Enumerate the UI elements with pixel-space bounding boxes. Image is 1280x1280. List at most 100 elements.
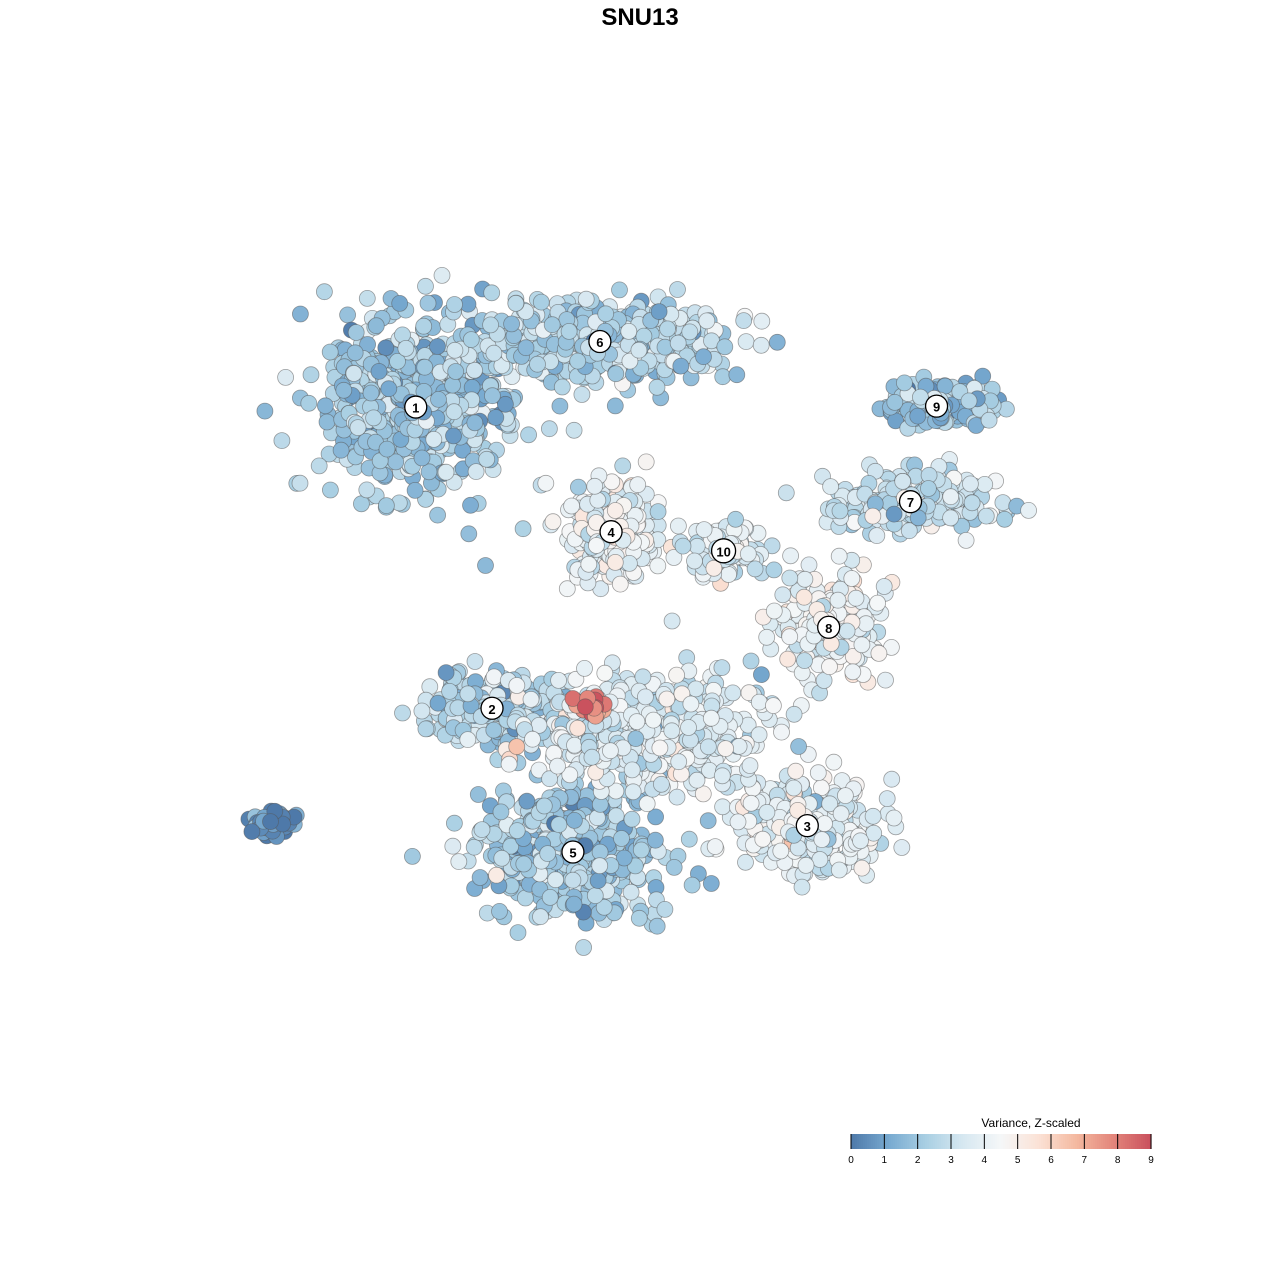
legend-colorbar: [851, 1134, 1152, 1149]
cell-point: [537, 474, 555, 492]
cell-point: [553, 378, 571, 396]
cell-point: [790, 738, 807, 755]
cell-point: [589, 872, 607, 889]
cell-point: [485, 721, 503, 739]
cell-point: [487, 409, 505, 426]
cell-point: [419, 294, 437, 312]
cell-point: [777, 484, 795, 502]
cell-point: [358, 481, 376, 499]
cell-point: [508, 738, 526, 755]
cell-point: [503, 315, 521, 333]
cell-point: [765, 561, 783, 579]
cell-point: [496, 395, 514, 413]
cell-point: [649, 503, 667, 521]
cell-point: [471, 869, 489, 886]
cell-point: [669, 334, 687, 352]
cell-point: [607, 365, 625, 383]
cell-point: [482, 316, 500, 334]
cell-point: [629, 476, 647, 494]
cell-point: [321, 481, 339, 499]
cell-point: [532, 908, 549, 926]
cell-point: [942, 509, 959, 527]
cell-point: [627, 730, 645, 747]
cluster-label-3: 3: [795, 813, 819, 838]
cell-point: [550, 816, 568, 833]
cell-point: [735, 312, 753, 330]
cluster-label-10: 10: [710, 538, 737, 564]
cell-point: [864, 507, 882, 525]
cell-point: [588, 537, 605, 554]
cell-point: [837, 787, 854, 804]
cell-point: [647, 831, 664, 849]
cell-point: [885, 809, 903, 827]
cell-point: [380, 380, 398, 398]
cell-point: [596, 664, 614, 682]
legend-tick-label: 5: [1015, 1155, 1021, 1166]
legend-title: Variance, Z-scaled: [981, 1116, 1080, 1130]
cell-point: [541, 420, 558, 438]
cell-point: [446, 296, 463, 313]
cell-point: [869, 594, 886, 612]
cell-point: [831, 502, 849, 520]
cell-point: [796, 652, 813, 669]
cell-point: [653, 775, 670, 793]
cell-point: [273, 432, 291, 450]
cell-point: [277, 368, 295, 386]
cell-point: [739, 545, 757, 563]
cell-point: [847, 589, 865, 607]
cell-point: [565, 421, 583, 439]
cell-point: [680, 830, 698, 848]
cell-point: [445, 403, 463, 421]
cell-point: [651, 739, 669, 757]
cell-point: [394, 704, 411, 722]
cell-point: [509, 924, 527, 941]
cell-point: [920, 480, 937, 497]
cell-point: [362, 384, 380, 402]
cell-point: [614, 457, 632, 475]
cell-point: [415, 317, 433, 335]
cell-point: [541, 889, 559, 906]
cell-point: [243, 823, 261, 840]
cell-point: [417, 277, 434, 295]
cell-point: [318, 413, 336, 431]
cell-point: [980, 411, 998, 429]
cell-point: [729, 813, 747, 831]
chart-title: SNU13: [601, 4, 679, 31]
cell-point: [346, 344, 364, 362]
cell-point: [417, 720, 435, 738]
cell-point: [695, 521, 713, 538]
cell-point: [544, 513, 562, 531]
cell-point: [321, 343, 339, 361]
cell-point: [681, 323, 699, 341]
cluster-label-text: 4: [607, 525, 615, 540]
cell-point: [977, 507, 995, 525]
cell-point: [699, 812, 717, 830]
cell-point: [753, 312, 771, 330]
cell-point: [576, 660, 593, 677]
cell-point: [864, 807, 882, 825]
cell-point: [936, 377, 954, 395]
cell-point: [680, 719, 697, 736]
cell-point: [750, 693, 768, 711]
cell-point: [942, 488, 960, 506]
cell-point: [315, 283, 333, 301]
cell-point: [716, 338, 734, 356]
cell-point: [737, 853, 754, 871]
cell-point: [575, 939, 592, 956]
cell-point: [606, 554, 624, 571]
cell-point: [569, 719, 587, 737]
cell-point: [500, 755, 518, 773]
cell-point: [753, 666, 770, 683]
cell-point: [893, 839, 911, 856]
cell-point: [779, 650, 797, 668]
cell-point: [830, 547, 848, 565]
cell-point: [403, 848, 421, 865]
cell-point: [460, 525, 478, 543]
cell-point: [547, 871, 564, 889]
cell-point: [758, 804, 776, 821]
cell-point: [623, 761, 641, 779]
cell-point: [669, 281, 686, 298]
cell-point: [589, 491, 607, 509]
cell-point: [665, 859, 683, 876]
